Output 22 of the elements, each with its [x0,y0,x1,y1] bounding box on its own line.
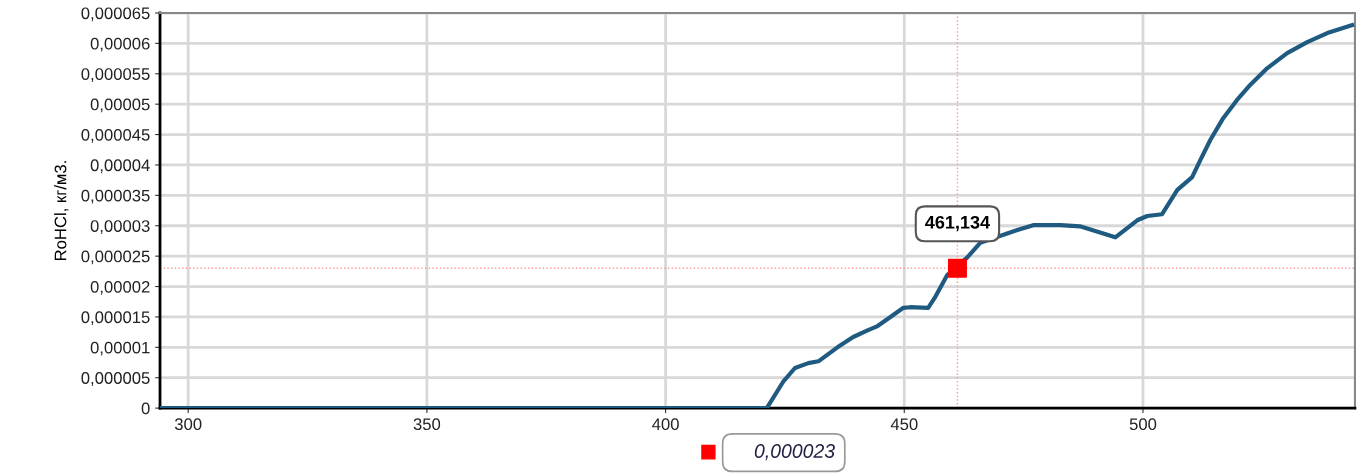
y-tick-label: 0,000015 [81,311,150,326]
x-tick-label: 300 [174,418,202,431]
x-tick-label: 450 [890,418,918,431]
y-tick-label: 0,00005 [90,98,150,113]
y-tick-label: 0,000005 [81,372,150,386]
annotation: 461,134 [925,215,990,232]
y-tick-label: 0,00003 [90,220,150,234]
y-tick-label: 0,000025 [81,250,150,265]
y-tick-label: 0,000035 [81,189,150,204]
x-tick-label: 400 [652,418,679,431]
y-tick-label: 0,000055 [81,68,150,82]
y-tick-label: 0,00001 [90,341,150,356]
y-tick-label: 0,000065 [81,7,150,22]
y-axis-title: RoHCl, кг/м3. [54,161,69,261]
x-tick-label: 350 [413,418,441,431]
y-tick-label: 0,00006 [90,37,150,52]
y-tick-label: 0,000045 [81,128,150,143]
text: 0,000023 [754,444,835,461]
y-tick-label: 0,00002 [90,280,150,295]
x-tick-label: 500 [1129,418,1157,431]
y-tick-label: 0,00004 [90,159,150,174]
y-tick-label: 0 [141,402,150,415]
